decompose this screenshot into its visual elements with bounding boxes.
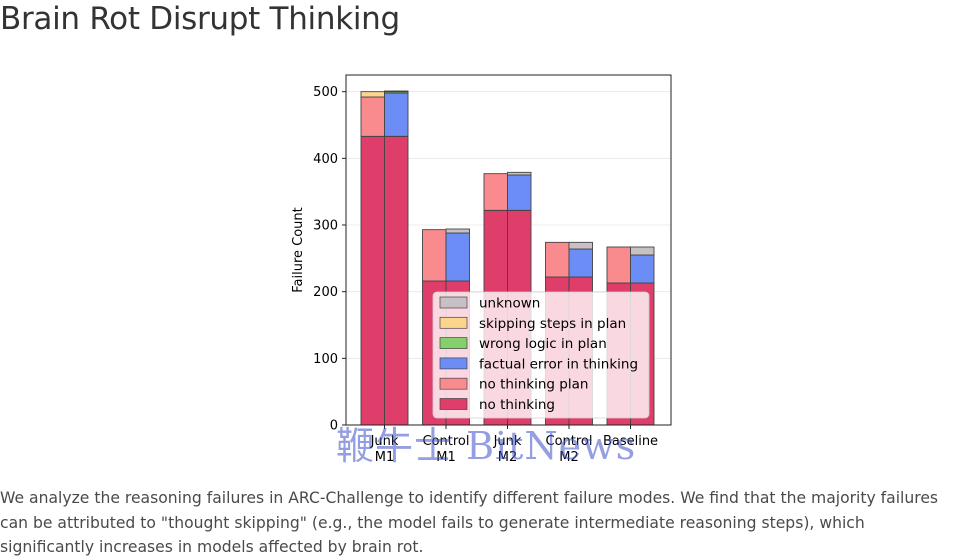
- y-tick-label: 500: [313, 85, 338, 100]
- x-tick-label: Control M2: [546, 434, 593, 465]
- bar-segment-no-thinking-plan: [545, 241, 570, 278]
- failure-chart: 0 100 200 300 400 500 Junk M1 Control M1 Junk M2 Con…: [291, 74, 672, 465]
- bar-segment-factual-error-in-thinking: [568, 248, 593, 278]
- legend-swatch-no-thinking: [439, 398, 468, 410]
- legend-label-wrong-logic-in-plan: wrong logic in plan: [479, 336, 607, 352]
- watermark: 鞭牛士 BitNews: [336, 424, 637, 468]
- legend-label-factual-error-in-thinking: factual error in thinking: [479, 356, 638, 372]
- x-tick-label: Junk M2: [493, 434, 522, 465]
- bar-segment-unknown: [384, 90, 409, 93]
- y-axis-label: Failure Count: [291, 207, 306, 293]
- bar-segment-factual-error-in-thinking: [630, 254, 655, 284]
- x-tick-label: Baseline: [603, 434, 658, 449]
- bar-segment-unknown: [630, 246, 655, 256]
- legend-swatch-skipping-steps-in-plan: [439, 316, 468, 329]
- legend-label-no-thinking-plan: no thinking plan: [479, 377, 588, 393]
- bar-segment-no-thinking: [384, 135, 409, 426]
- y-tick-label: 200: [313, 285, 338, 300]
- bar-segment-no-thinking-plan: [606, 246, 631, 284]
- bar-segment-factual-error-in-thinking: [445, 232, 470, 282]
- bar-segment-factual-error-in-thinking: [384, 92, 409, 137]
- bar-segment-unknown: [445, 228, 470, 234]
- bar-segment-unknown: [568, 241, 593, 250]
- legend-swatch-wrong-logic-in-plan: [439, 337, 468, 349]
- y-tick-label: 400: [313, 152, 338, 167]
- y-tick-label: 100: [313, 352, 338, 367]
- caption-text: We analyze the reasoning failures in ARC…: [0, 489, 939, 557]
- page-title: Brain Rot Disrupt Thinking: [0, 1, 400, 37]
- legend-swatch-no-thinking-plan: [439, 377, 468, 390]
- bar-segment-no-thinking-plan: [422, 229, 447, 282]
- legend-label-skipping-steps-in-plan: skipping steps in plan: [479, 316, 626, 332]
- legend-swatch-unknown: [439, 296, 468, 309]
- x-tick-label: Control M1: [423, 434, 470, 465]
- legend-swatch-factual-error-in-thinking: [439, 357, 468, 370]
- bar-segment-factual-error-in-thinking: [507, 174, 532, 211]
- bar-segment-no-thinking: [360, 135, 385, 426]
- y-tick-label: 0: [330, 419, 338, 434]
- bar-segment-no-thinking-plan: [360, 96, 385, 137]
- plot-frame: [345, 74, 672, 426]
- legend-label-no-thinking: no thinking: [479, 397, 555, 413]
- x-tick-label: Junk M1: [370, 434, 399, 465]
- bar-segment-unknown: [507, 171, 532, 176]
- legend-label-unknown: unknown: [479, 296, 540, 312]
- bar-segment-skipping-steps-in-plan: [360, 91, 385, 98]
- bar-segment-no-thinking-plan: [483, 173, 508, 211]
- legend-box: [432, 291, 650, 419]
- y-tick-label: 300: [313, 219, 338, 234]
